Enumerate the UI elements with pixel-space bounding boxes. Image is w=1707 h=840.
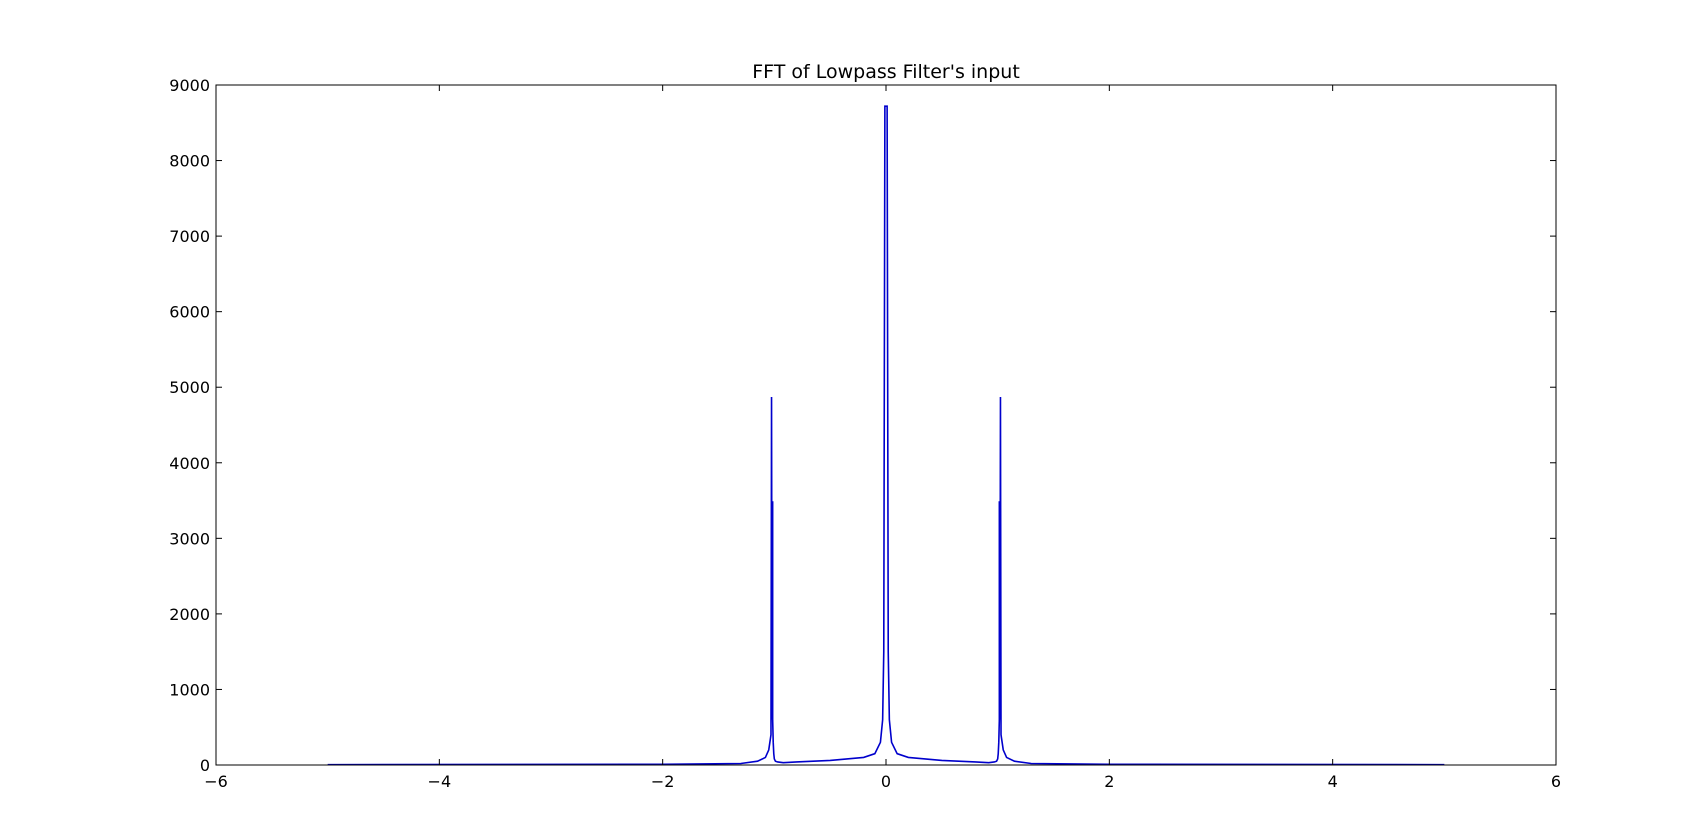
y-tick-label: 6000 bbox=[169, 303, 210, 322]
plot-frame bbox=[215, 84, 1557, 766]
y-tick-label: 3000 bbox=[169, 529, 210, 548]
x-tick-label: −4 bbox=[428, 772, 452, 791]
x-tick-label: 4 bbox=[1328, 772, 1338, 791]
y-tick-label: 5000 bbox=[169, 378, 210, 397]
x-tick-label: −6 bbox=[204, 772, 228, 791]
x-tick-label: 6 bbox=[1551, 772, 1561, 791]
series-line-0 bbox=[327, 105, 1445, 766]
y-tick-label: 0 bbox=[200, 756, 210, 775]
y-tick-label: 8000 bbox=[169, 152, 210, 171]
y-tick-label: 7000 bbox=[169, 227, 210, 246]
x-axis: −6 −4 −2 0 2 4 6 bbox=[204, 85, 1561, 791]
y-axis: 0 1000 2000 3000 4000 5000 6000 7000 8000 9000 bbox=[169, 76, 1556, 775]
plot-area bbox=[327, 105, 1445, 766]
y-tick-label: 4000 bbox=[169, 454, 210, 473]
x-tick-label: 2 bbox=[1104, 772, 1114, 791]
chart-title: FFT of Lowpass Filter's input bbox=[752, 61, 1020, 83]
y-tick-label: 9000 bbox=[169, 76, 210, 95]
y-tick-label: 2000 bbox=[169, 605, 210, 624]
x-tick-label: 0 bbox=[881, 772, 891, 791]
y-tick-label: 1000 bbox=[169, 680, 210, 699]
x-tick-label: −2 bbox=[651, 772, 675, 791]
